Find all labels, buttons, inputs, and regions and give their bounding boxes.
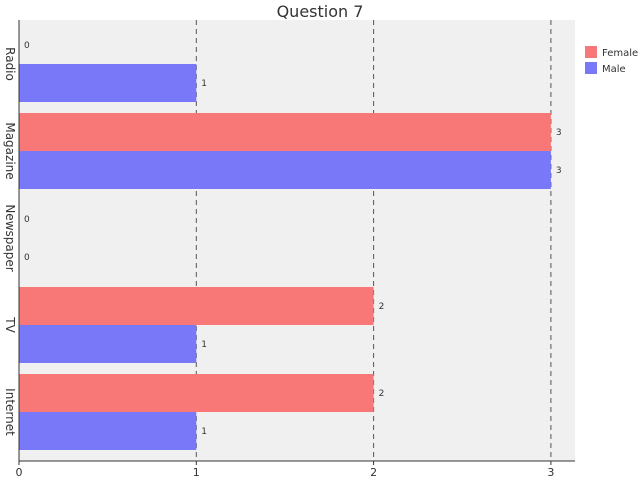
value-label: 1: [201, 427, 207, 437]
bar-male-internet: [19, 412, 197, 450]
bars: [19, 64, 551, 450]
x-tick-label: 0: [16, 466, 23, 479]
value-label: 3: [556, 128, 562, 138]
bar-female-magazine: [19, 113, 551, 151]
x-tick-label: 3: [547, 466, 554, 479]
legend: Female Male: [585, 46, 638, 75]
value-label: 0: [24, 215, 30, 225]
chart-title: Question 7: [277, 2, 364, 21]
category-labels: Radio Magazine Newspaper TV Internet: [3, 47, 17, 436]
legend-swatch-male: [585, 62, 597, 74]
x-axis-ticks: 0 1 2 3: [16, 461, 554, 479]
bar-female-tv: [19, 287, 374, 325]
value-label: 0: [24, 253, 30, 263]
x-tick-label: 2: [370, 466, 377, 479]
value-label: 2: [379, 302, 385, 312]
bar-male-magazine: [19, 151, 551, 189]
axes: [18, 20, 575, 462]
bar-male-tv: [19, 325, 197, 363]
value-label: 3: [556, 166, 562, 176]
legend-label-male: Male: [602, 64, 626, 75]
bar-female-internet: [19, 374, 374, 412]
category-label: Internet: [3, 388, 17, 436]
legend-label-female: Female: [602, 48, 638, 59]
x-tick-label: 1: [193, 466, 200, 479]
value-labels: 0 1 3 3 0 0 2 1 2 1: [24, 41, 562, 437]
category-label: TV: [3, 316, 17, 333]
value-label: 0: [24, 41, 30, 51]
category-label: Newspaper: [3, 204, 17, 271]
value-label: 1: [201, 79, 207, 89]
legend-swatch-female: [585, 46, 597, 58]
bar-male-radio: [19, 64, 197, 102]
category-label: Magazine: [3, 122, 17, 179]
category-label: Radio: [3, 47, 17, 81]
value-label: 2: [379, 389, 385, 399]
value-label: 1: [201, 340, 207, 350]
